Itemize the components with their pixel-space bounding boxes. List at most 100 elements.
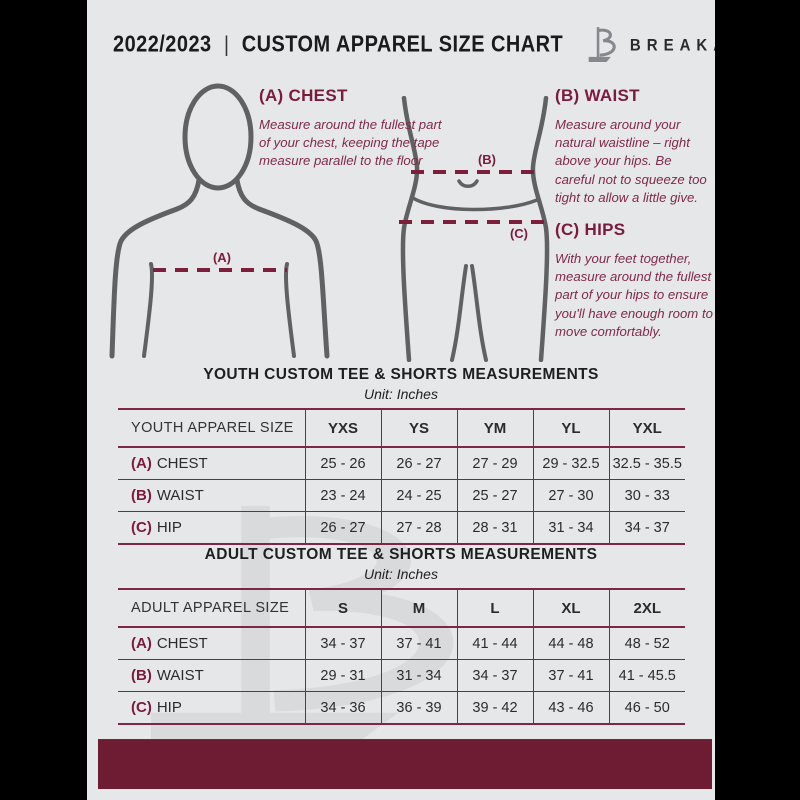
cell: 34 - 37 [608, 511, 685, 545]
cell: 28 - 31 [456, 511, 534, 545]
cell: 26 - 27 [304, 511, 382, 545]
hips-instruction: (C) HIPS With your feet together, measur… [555, 220, 715, 341]
figure-right-armpit [284, 262, 296, 358]
adult-col-s: S [304, 588, 382, 628]
header-title-group: 2022/2023 | CUSTOM APPAREL SIZE CHART [113, 32, 563, 59]
youth-col-ym: YM [456, 408, 534, 448]
brand-name: BREAKAWAY [629, 35, 715, 55]
cell: 27 - 30 [532, 479, 610, 512]
figure-hip-curve [411, 196, 539, 212]
chest-instruction-body: Measure around the fullest part of your … [259, 117, 442, 169]
page-title: CUSTOM APPAREL SIZE CHART [241, 31, 564, 58]
waist-hip-figure [399, 96, 552, 362]
adult-waist-label: (B) WAIST [118, 659, 306, 692]
header-divider: | [223, 32, 230, 57]
adult-chest-row: (A) CHEST 34 - 37 37 - 41 41 - 44 44 - 48… [118, 626, 685, 660]
row-label-text: HIP [156, 699, 182, 716]
chest-line-label: (A) [212, 250, 232, 265]
figure-left-side [400, 96, 420, 362]
youth-chest-label: (A) CHEST [118, 446, 306, 480]
row-label-text: WAIST [156, 667, 204, 684]
adult-section-unit: Unit: Inches [364, 566, 438, 582]
chest-torso-figure [109, 83, 330, 359]
chest-instruction: (A) CHEST Measure around the fullest par… [259, 86, 447, 171]
hip-line-label: (C) [509, 226, 529, 241]
figure-left-armpit [142, 262, 154, 358]
adult-header-row: ADULT APPAREL SIZE S M L XL 2XL [118, 588, 685, 628]
cell: 34 - 37 [456, 659, 534, 692]
cell: 32.5 - 35.5 [608, 446, 685, 480]
figure-right-shoulder-arm [234, 177, 330, 359]
row-label-text: HIP [156, 519, 182, 536]
youth-size-table: YOUTH APPAREL SIZE YXS YS YM YL YXL (A) C… [118, 408, 685, 545]
cell: 41 - 44 [456, 626, 534, 660]
youth-col-ys: YS [380, 408, 458, 448]
adult-col-2xl: 2XL [608, 588, 685, 628]
cell: 23 - 24 [304, 479, 382, 512]
cell: 39 - 42 [456, 691, 534, 725]
footer-accent-bar [98, 739, 712, 789]
row-prefix: (C) [131, 699, 152, 716]
cell: 27 - 29 [456, 446, 534, 480]
figure-navel [457, 179, 479, 188]
cell: 34 - 37 [304, 626, 382, 660]
youth-col-yxs: YXS [304, 408, 382, 448]
brand: BREAKAWAY [587, 26, 715, 64]
youth-hip-label: (C) HIP [118, 511, 306, 545]
adult-size-table: ADULT APPAREL SIZE S M L XL 2XL (A) CHEST… [118, 588, 685, 725]
cell: 43 - 46 [532, 691, 610, 725]
row-prefix: (A) [131, 455, 152, 472]
adult-hip-row: (C) HIP 34 - 36 36 - 39 39 - 42 43 - 46 4… [118, 691, 685, 725]
waist-instruction-body: Measure around your natural waistline – … [555, 117, 707, 205]
figure-right-side [530, 96, 550, 362]
youth-col-yxl: YXL [608, 408, 685, 448]
cell: 44 - 48 [532, 626, 610, 660]
waist-instruction-heading: (B) WAIST [555, 86, 640, 105]
youth-section-title: YOUTH CUSTOM TEE & SHORTS MEASUREMENTS [203, 366, 599, 383]
row-label-text: CHEST [156, 635, 208, 652]
adult-section-title: ADULT CUSTOM TEE & SHORTS MEASUREMENTS [204, 546, 598, 563]
row-prefix: (B) [131, 487, 152, 504]
adult-chest-label: (A) CHEST [118, 626, 306, 660]
row-prefix: (C) [131, 519, 152, 536]
cell: 25 - 27 [456, 479, 534, 512]
cell: 37 - 41 [380, 626, 458, 660]
cell: 34 - 36 [304, 691, 382, 725]
figure-right-inner-leg [470, 264, 488, 362]
adult-col-m: M [380, 588, 458, 628]
cell: 26 - 27 [380, 446, 458, 480]
figure-left-shoulder-arm [109, 177, 202, 359]
adult-waist-row: (B) WAIST 29 - 31 31 - 34 34 - 37 37 - 41… [118, 659, 685, 692]
cell: 48 - 52 [608, 626, 685, 660]
breakaway-b-logo-icon [587, 26, 616, 64]
cell: 30 - 33 [608, 479, 685, 512]
row-label-text: WAIST [156, 487, 204, 504]
cell: 25 - 26 [304, 446, 382, 480]
waist-instruction: (B) WAIST Measure around your natural wa… [555, 86, 709, 207]
cell: 24 - 25 [380, 479, 458, 512]
youth-waist-row: (B) WAIST 23 - 24 24 - 25 25 - 27 27 - 30… [118, 479, 685, 512]
youth-header-row: YOUTH APPAREL SIZE YXS YS YM YL YXL [118, 408, 685, 448]
waist-line-label: (B) [477, 152, 497, 167]
cell: 29 - 32.5 [532, 446, 610, 480]
cell: 31 - 34 [380, 659, 458, 692]
header-year: 2022/2023 [113, 31, 212, 58]
adult-size-column-header: ADULT APPAREL SIZE [118, 588, 306, 628]
youth-size-column-header: YOUTH APPAREL SIZE [118, 408, 306, 448]
youth-col-yl: YL [532, 408, 610, 448]
cell: 29 - 31 [304, 659, 382, 692]
cell: 27 - 28 [380, 511, 458, 545]
hips-instruction-heading: (C) HIPS [555, 220, 626, 239]
youth-waist-label: (B) WAIST [118, 479, 306, 512]
adult-col-l: L [456, 588, 534, 628]
youth-section-unit: Unit: Inches [364, 386, 438, 402]
youth-hip-row: (C) HIP 26 - 27 27 - 28 28 - 31 31 - 34 3… [118, 511, 685, 545]
chest-instruction-heading: (A) CHEST [259, 86, 348, 105]
row-label-text: CHEST [156, 455, 208, 472]
row-prefix: (B) [131, 667, 152, 684]
hips-instruction-body: With your feet together, measure around … [555, 251, 713, 339]
cell: 36 - 39 [380, 691, 458, 725]
cell: 41 - 45.5 [608, 659, 685, 692]
row-prefix: (A) [131, 635, 152, 652]
size-chart-page: 2022/2023 | CUSTOM APPAREL SIZE CHART BR… [87, 0, 715, 800]
